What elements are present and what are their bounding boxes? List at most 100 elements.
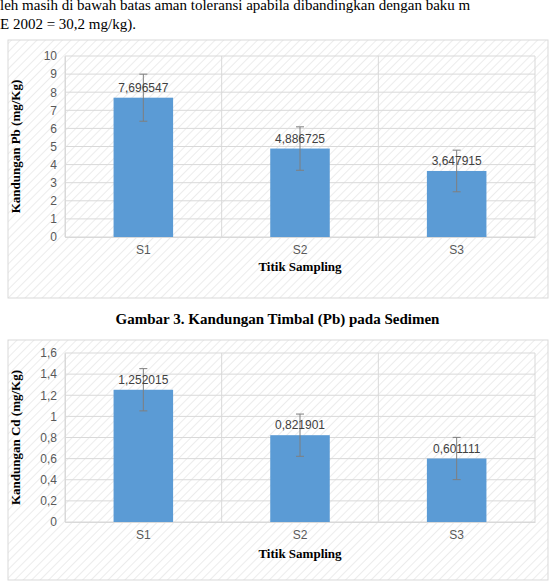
y-axis-line xyxy=(65,57,66,238)
cell-divider xyxy=(221,353,222,522)
body-text: E 2002 = 30,2 mg/kg). xyxy=(0,16,136,33)
x-tick: S1 xyxy=(136,237,151,257)
y-tick-label: 0,8 xyxy=(40,431,57,445)
y-tick: 1 xyxy=(50,212,65,226)
y-axis: 0 1 2 3 4 5 6 7 8 9 10 xyxy=(44,49,66,244)
error-bar-cap xyxy=(139,74,147,75)
data-label: 1,252015 xyxy=(118,373,168,387)
figure-caption: Gambar 3. Kandungan Timbal (Pb) pada Sed… xyxy=(116,311,440,328)
y-tick: 0,8 xyxy=(40,431,65,445)
y-axis-line xyxy=(65,354,66,523)
error-bar-cap xyxy=(139,410,147,411)
y-tick-label: 9 xyxy=(50,67,57,81)
y-axis: 0 0,2 0,4 0,6 0,8 1 1,2 1,4 1,6 xyxy=(40,346,65,529)
y-tick: 0,2 xyxy=(40,494,65,508)
x-tick: S3 xyxy=(449,237,464,257)
y-tick: 7 xyxy=(50,104,65,118)
data-label: 4,886725 xyxy=(275,132,325,146)
y-tick-label: 1 xyxy=(50,410,57,424)
cell-divider xyxy=(221,56,222,237)
error-bar-cap xyxy=(296,456,304,457)
y-tick-label: 1 xyxy=(50,212,57,226)
y-tick: 0 xyxy=(50,515,65,529)
data-label: 7,696547 xyxy=(118,81,168,95)
data-label: 0,601111 xyxy=(433,442,481,456)
y-axis-title: Kandungan Pb (mg/Kg) xyxy=(8,80,23,214)
y-tick: 0,4 xyxy=(40,473,65,487)
cell-divider xyxy=(378,353,379,522)
y-tick-label: 0 xyxy=(50,515,57,529)
y-tick: 0,6 xyxy=(40,452,65,466)
y-tick: 8 xyxy=(50,86,65,100)
cell-divider xyxy=(535,56,536,237)
y-tick: 10 xyxy=(44,49,65,63)
x-tick: S2 xyxy=(293,237,308,257)
x-axis-line xyxy=(66,237,536,238)
x-tick: S1 xyxy=(136,522,151,542)
grid-line xyxy=(65,74,535,75)
error-bar-cap xyxy=(296,414,304,415)
x-tick-label: S1 xyxy=(136,243,151,257)
cell-divider xyxy=(378,56,379,237)
y-tick-label: 0 xyxy=(50,230,57,244)
y-tick-label: 0,2 xyxy=(40,494,57,508)
grid-line xyxy=(65,353,535,354)
x-axis-line xyxy=(66,522,536,523)
y-tick-label: 6 xyxy=(50,122,57,136)
y-tick-label: 8 xyxy=(50,86,57,100)
plot-marks xyxy=(114,74,487,237)
y-tick-label: 1,6 xyxy=(40,346,57,360)
page: leh masih di bawah batas aman toleransi … xyxy=(0,0,555,582)
y-tick: 0 xyxy=(50,230,65,244)
body-text: leh masih di bawah batas aman toleransi … xyxy=(0,0,471,13)
grid xyxy=(65,56,535,237)
y-tick-label: 5 xyxy=(50,140,57,154)
y-tick-label: 0,6 xyxy=(40,452,57,466)
y-tick: 5 xyxy=(50,140,65,154)
error-bar-cap xyxy=(296,126,304,127)
y-tick-label: 4 xyxy=(50,158,57,172)
x-axis-title: Titik Sampling xyxy=(258,259,342,274)
chart-frame xyxy=(8,340,548,580)
y-tick: 1 xyxy=(50,410,65,424)
cell-divider xyxy=(65,353,66,522)
data-label: 0,821901 xyxy=(275,418,325,432)
error-bar-cap xyxy=(139,121,147,122)
error-bar-cap xyxy=(453,437,461,438)
plot-marks xyxy=(114,369,487,522)
y-tick: 1,4 xyxy=(40,367,65,381)
x-tick-label: S1 xyxy=(136,528,151,542)
y-tick: 4 xyxy=(50,158,65,172)
x-tick-label: S2 xyxy=(293,243,308,257)
x-axis: S1 S2 S3 xyxy=(66,237,536,257)
y-tick-label: 2 xyxy=(50,194,57,208)
y-tick-label: 0,4 xyxy=(40,473,57,487)
y-tick-label: 10 xyxy=(44,49,58,63)
error-bar-cap xyxy=(296,170,304,171)
x-tick-label: S3 xyxy=(449,528,464,542)
chart: 0 0,2 0,4 0,6 0,8 1 1,2 1,4 1,6 S1 S2 S3 1,252015 0,8… xyxy=(8,340,548,580)
y-tick: 3 xyxy=(50,176,65,190)
y-tick-label: 1,2 xyxy=(40,389,57,403)
grid-line xyxy=(65,56,535,57)
y-tick-label: 3 xyxy=(50,176,57,190)
y-tick: 6 xyxy=(50,122,65,136)
x-tick: S2 xyxy=(293,522,308,542)
data-label: 3,647915 xyxy=(432,154,482,168)
chart-frame xyxy=(8,40,548,298)
x-tick-label: S3 xyxy=(449,243,464,257)
error-bar-cap xyxy=(139,368,147,369)
error-bar-cap xyxy=(453,150,461,151)
y-tick: 2 xyxy=(50,194,65,208)
error-bar-cap xyxy=(453,479,461,480)
error-bar-cap xyxy=(453,191,461,192)
y-tick: 1,6 xyxy=(40,346,65,360)
y-axis-title: Kandungan Cd (mg/Kg) xyxy=(8,370,23,505)
x-axis: S1 S2 S3 xyxy=(66,522,536,542)
y-tick: 1,2 xyxy=(40,389,65,403)
cell-divider xyxy=(535,353,536,522)
x-axis-title: Titik Sampling xyxy=(258,546,342,561)
y-tick-label: 7 xyxy=(50,104,57,118)
x-tick-label: S2 xyxy=(293,528,308,542)
x-tick: S3 xyxy=(449,522,464,542)
